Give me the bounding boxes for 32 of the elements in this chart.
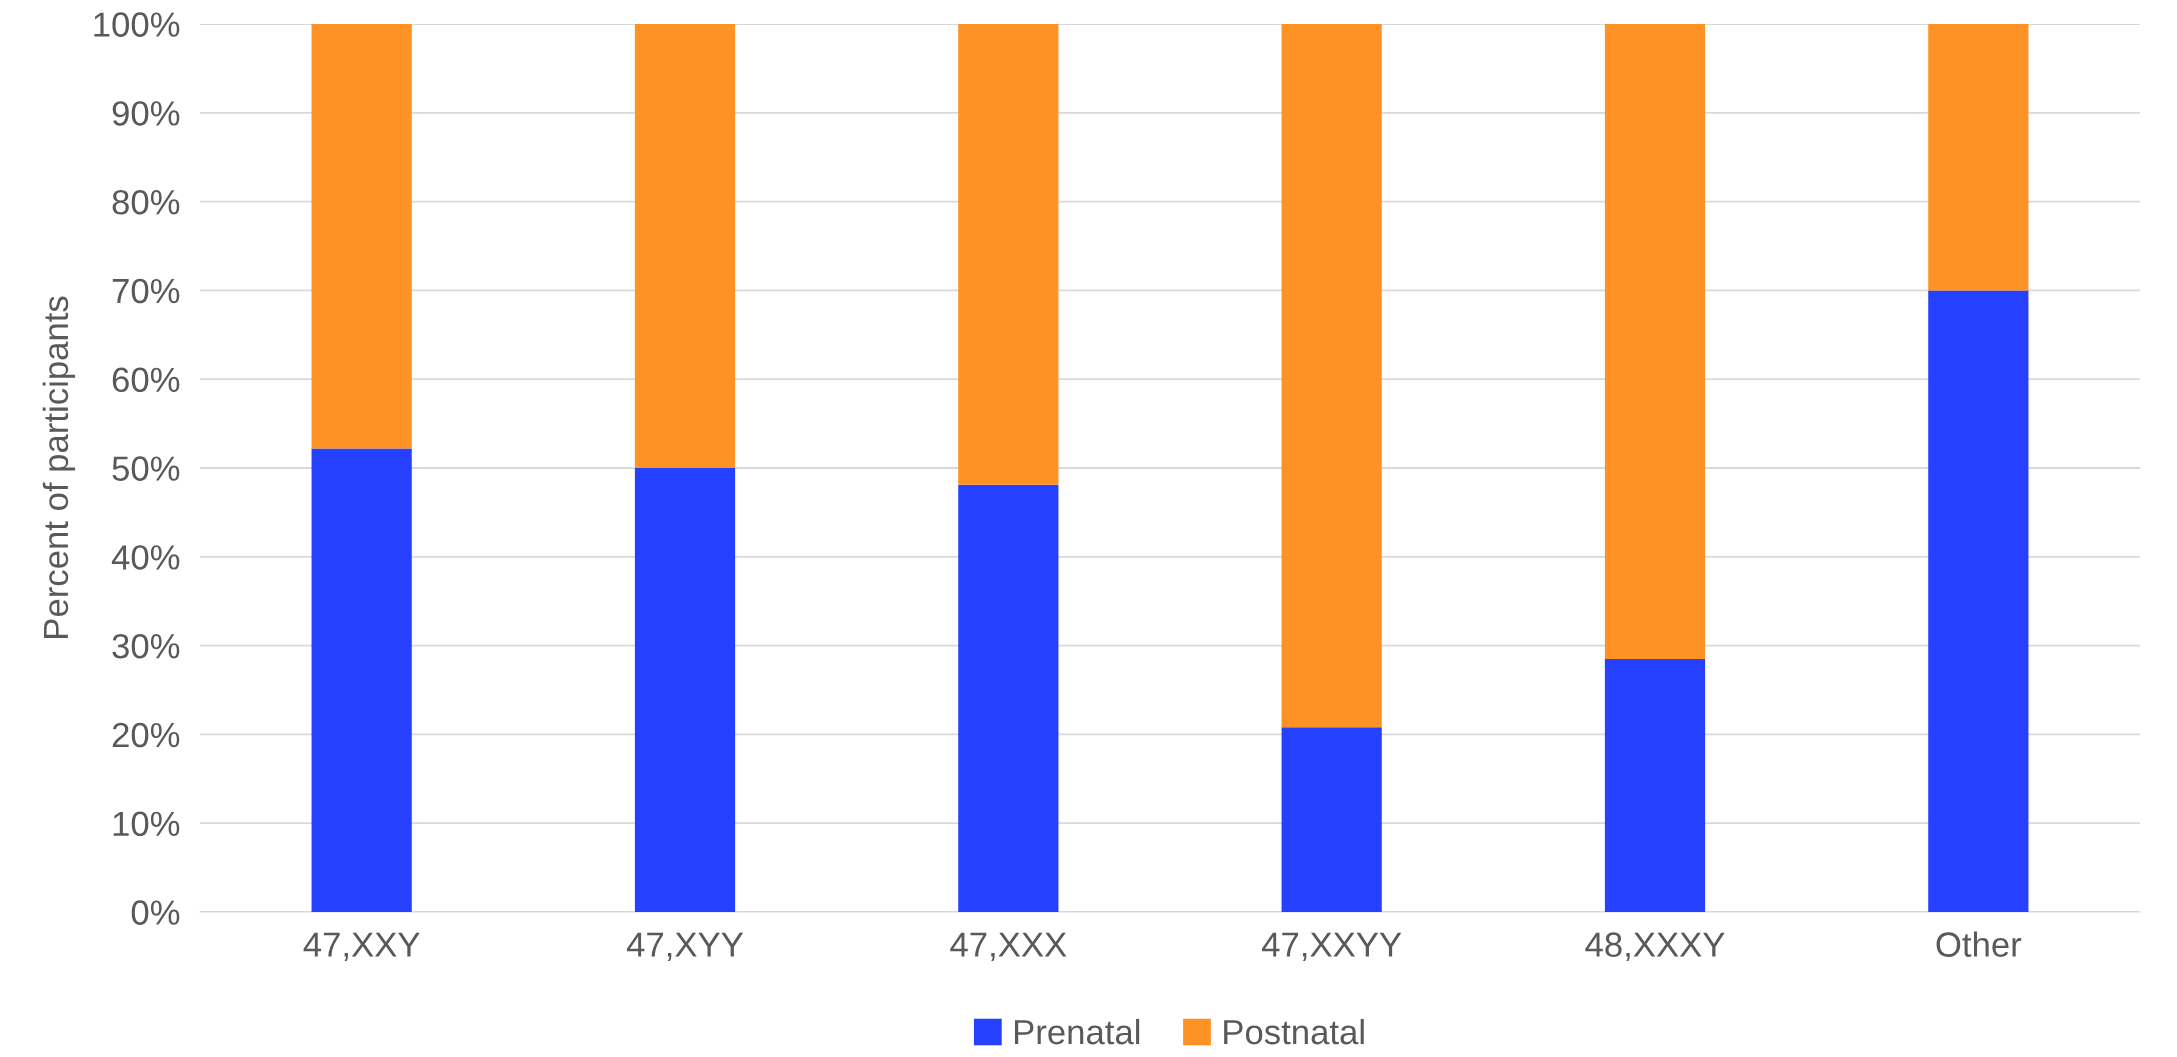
bar bbox=[1281, 24, 1382, 728]
x-tick-label: 47,XXY bbox=[303, 932, 420, 962]
bar bbox=[634, 24, 736, 468]
legend-label: Prenatal bbox=[1014, 1018, 1140, 1045]
bar bbox=[1604, 24, 1706, 659]
x-tick-label: 47,XXYY bbox=[1262, 932, 1402, 962]
y-tick-label: 90% bbox=[112, 101, 180, 126]
bar bbox=[958, 24, 1059, 485]
bar bbox=[311, 448, 412, 912]
y-tick-label: 10% bbox=[113, 811, 180, 837]
y-tick-label: 0% bbox=[131, 900, 180, 925]
y-tick-label: 20% bbox=[112, 722, 180, 748]
legend-label: Postnatal bbox=[1224, 1018, 1364, 1045]
bar bbox=[958, 484, 1059, 912]
y-tick-label: 40% bbox=[111, 545, 180, 570]
x-tick-label: Other bbox=[1936, 931, 2022, 957]
bar bbox=[1604, 658, 1706, 912]
x-tick-label: 48,XXXY bbox=[1585, 932, 1725, 962]
bar bbox=[1928, 24, 2029, 291]
y-tick-label: 50% bbox=[112, 456, 180, 481]
x-tick-label: 47,XXX bbox=[950, 932, 1067, 962]
bar bbox=[1281, 727, 1382, 912]
y-tick-label: 70% bbox=[112, 278, 180, 304]
y-tick-label: 30% bbox=[112, 633, 180, 659]
bar bbox=[634, 468, 736, 912]
x-tick-label: 47,XYY bbox=[626, 932, 744, 962]
bar bbox=[311, 24, 412, 449]
y-tick-label: 100% bbox=[94, 12, 180, 37]
y-tick-label: 80% bbox=[112, 189, 180, 215]
bar bbox=[1928, 290, 2029, 912]
y-tick-label: 60% bbox=[112, 367, 180, 393]
y-axis-title: Percent of participants bbox=[42, 296, 76, 638]
